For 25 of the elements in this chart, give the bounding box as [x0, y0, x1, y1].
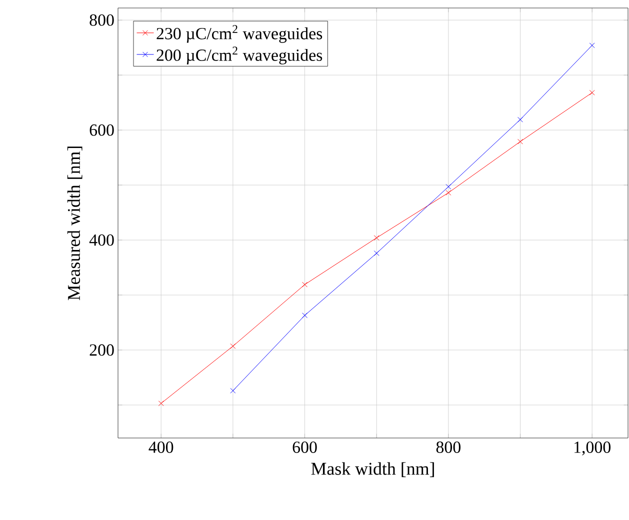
x-tick-label: 800 [436, 442, 460, 453]
point [589, 42, 595, 48]
y-tick-label: 400 [89, 234, 114, 246]
y-tick-label: 600 [90, 124, 114, 136]
point [446, 184, 452, 190]
x-tick-label: 1,000 [574, 442, 610, 456]
x-tick-label: 600 [292, 442, 317, 453]
point [518, 138, 523, 144]
point [158, 400, 164, 406]
point [589, 90, 595, 96]
y-tick-label: 200 [90, 344, 114, 356]
point [374, 250, 380, 256]
point [230, 388, 236, 394]
x-axis-title: Mask width [nm] [311, 462, 434, 478]
point [302, 282, 308, 288]
point [302, 312, 308, 318]
legend-label: 200 µC/cm$^{2}$ waveguides [156, 46, 322, 64]
x-tick-label: 400 [148, 442, 174, 453]
point [230, 343, 236, 349]
y-tick-label: 800 [90, 14, 114, 26]
point [518, 116, 523, 122]
point [446, 190, 452, 196]
legend-label: 230 µC/cm$^{2}$ waveguides [156, 25, 322, 43]
point [374, 235, 380, 241]
y-axis-title: Measured width [nm] [67, 146, 82, 300]
